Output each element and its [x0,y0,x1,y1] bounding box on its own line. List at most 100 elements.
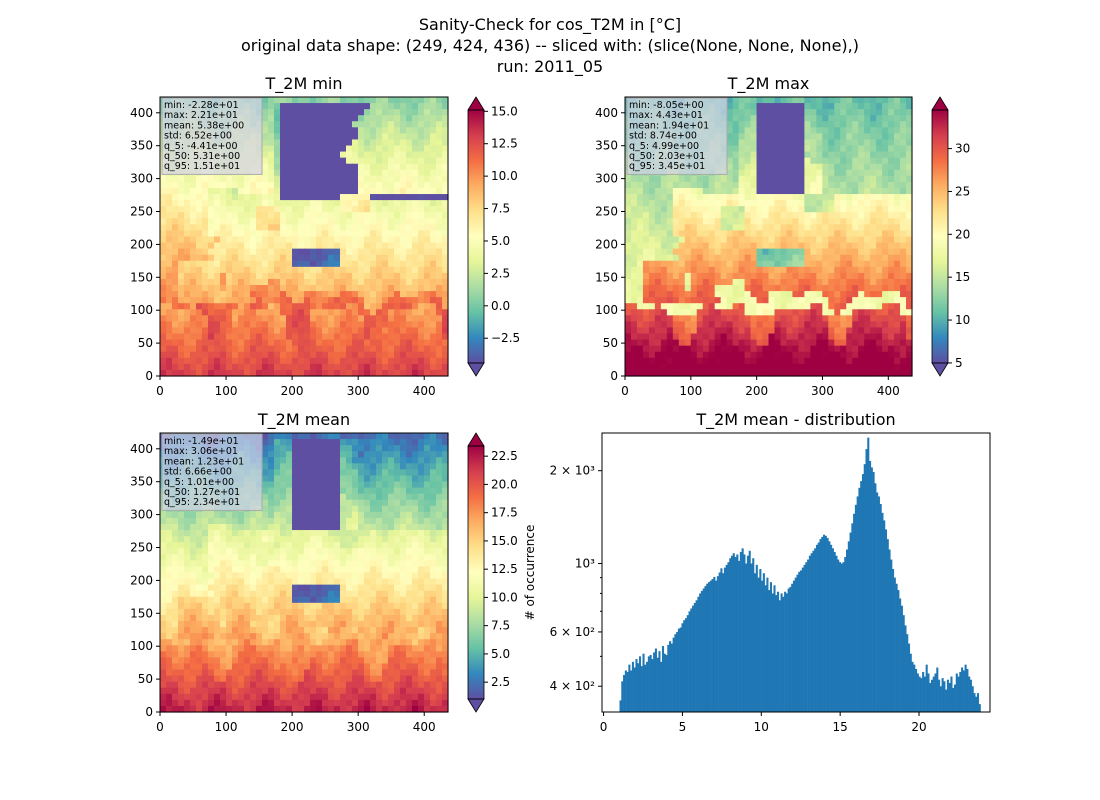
heatmap-cell [190,297,197,304]
heatmap-cell [376,445,383,452]
heatmap-cell [250,357,257,365]
heatmap-cell [822,357,829,365]
heatmap-cell [672,357,680,365]
heatmap-cell [184,297,191,304]
heatmap-cell [226,206,233,213]
heatmap-cell [828,309,835,316]
heatmap-cell [894,139,901,147]
heatmap-cell [840,218,847,225]
heatmap-cell [756,254,764,262]
heatmap-cell [804,351,811,359]
heatmap-cell [346,139,353,147]
heatmap-cell [298,285,305,292]
heatmap-cell [732,194,740,201]
heatmap-cell [178,206,185,213]
heatmap-cell [894,187,901,195]
heatmap-cell [310,315,317,323]
heatmap-cell [262,218,269,225]
x-tick-label: 300 [811,384,834,398]
heatmap-cell [346,475,353,483]
heatmap-cell [810,363,817,371]
heatmap-cell [304,278,311,286]
heatmap-cell [798,369,805,377]
y-tick-label: 0 [145,369,153,383]
heatmap-cell [660,187,668,195]
heatmap-cell [666,285,674,292]
heatmap-cell [316,315,323,323]
heatmap-cell [358,175,365,183]
heatmap-cell [364,127,371,134]
heatmap-cell [780,103,788,110]
heatmap-cell [858,163,865,171]
heatmap-cell [900,236,907,244]
heatmap-cell [352,127,359,134]
heatmap-cell [310,103,317,110]
heatmap-cell [406,212,413,219]
heatmap-cell [394,439,401,446]
heatmap-cell [804,291,811,298]
heatmap-cell [804,127,811,134]
heatmap-cell [310,272,317,280]
heatmap-cell [858,309,865,316]
heatmap-cell [786,285,794,292]
heatmap-cell [768,333,776,341]
heatmap-cell [376,133,383,141]
heatmap-cell [822,163,829,171]
heatmap-cell [232,327,239,335]
heatmap-cell [274,272,281,280]
heatmap-cell [310,433,317,440]
heatmap-cell [406,363,413,371]
heatmap-cell [828,181,835,189]
heatmap-cell [768,169,776,177]
heatmap-cell [846,339,853,347]
heatmap-cell [430,230,437,238]
heatmap-cell [702,291,710,298]
heatmap-cell [672,339,680,347]
heatmap-cell [262,333,269,341]
heatmap-cell [256,315,263,323]
heatmap-cell [280,181,287,189]
heatmap-cell [220,175,227,183]
heatmap-cell [840,285,847,292]
heatmap-cell [400,200,407,207]
heatmap-cell [382,181,389,189]
heatmap-cell [804,321,811,329]
heatmap-cell [298,369,305,377]
heatmap-cell [370,315,377,323]
heatmap-cell [798,103,805,110]
heatmap-cell [816,97,823,104]
heatmap-cell [256,297,263,304]
heatmap-cell [750,363,758,371]
heatmap-cell [804,345,811,353]
heatmap-cell [178,351,185,359]
colorbar-extend-min [931,362,949,377]
heatmap-cell [804,230,811,238]
heatmap-cell [382,475,389,483]
heatmap-cell [888,345,895,353]
heatmap-cell [304,321,311,329]
heatmap-cell [304,469,311,477]
heatmap-cell [388,194,395,201]
heatmap-cell [846,181,853,189]
colorbar-tick-label: 25 [955,184,970,198]
heatmap-cell [424,157,431,165]
heatmap-cell [238,230,245,238]
heatmap-cell [340,254,347,262]
heatmap-cell [714,242,722,250]
heatmap-cell [268,363,275,371]
heatmap-cell [702,254,710,262]
heatmap-cell [430,254,437,262]
heatmap-cell [220,236,227,244]
heatmap-cell [328,451,335,458]
heatmap-cell [364,200,371,207]
stats-line: max: 2.21e+01 [164,110,238,121]
heatmap-cell [418,369,425,377]
heatmap-cell [358,351,365,359]
heatmap-cell [250,333,257,341]
heatmap-cell [358,248,365,256]
heatmap-cell [894,369,901,377]
heatmap-cell [256,345,263,353]
heatmap-cell [660,321,668,329]
heatmap-cell [732,97,740,104]
heatmap-cell [382,433,389,440]
